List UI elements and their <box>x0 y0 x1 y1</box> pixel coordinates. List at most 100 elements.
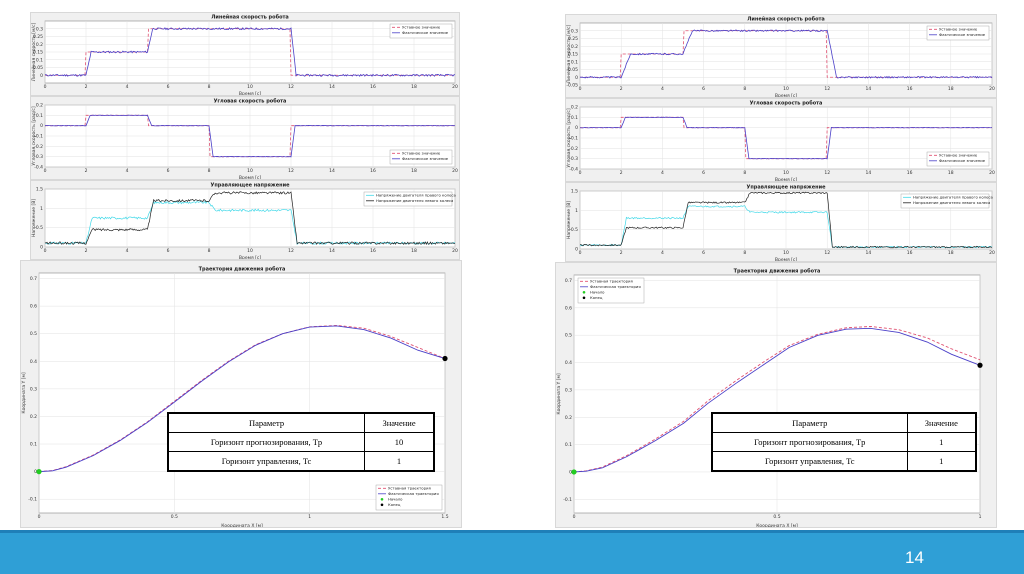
x-tick-label: 1.5 <box>441 514 448 520</box>
param-value-tc: 1 <box>364 451 436 472</box>
start-marker <box>571 469 577 475</box>
y-tick-label: 0.7 <box>30 276 37 282</box>
x-tick-label: 6 <box>702 86 705 92</box>
x-tick-label: 0.5 <box>171 514 178 520</box>
end-marker <box>977 362 983 368</box>
left-control-voltage-panel: 0 2 4 6 8 10 12 14 16 18 20 0 0.5 1 1.5 Управляющее нап… <box>30 180 460 260</box>
x-tick-label: 12 <box>824 170 830 176</box>
y-tick-label: 0.1 <box>36 113 43 119</box>
y-tick-label: 0.25 <box>33 34 43 40</box>
y-tick-label: 0.15 <box>568 52 578 58</box>
x-tick-label: 18 <box>411 248 417 254</box>
y-tick-label: 0.2 <box>565 415 572 421</box>
chart-title: Угловая скорость робота <box>214 98 287 105</box>
chart-title: Линейная скорость робота <box>211 14 289 21</box>
right-parameter-table: Параметр Значение Горизонт прогнозирован… <box>710 412 977 472</box>
series-right-motor-line <box>579 205 993 249</box>
y-tick-label: 0.5 <box>565 333 572 339</box>
x-tick-label: 14 <box>866 250 872 256</box>
x-tick-label: 8 <box>743 250 746 256</box>
plot-area <box>38 272 446 514</box>
param-value-tp: 10 <box>364 432 436 452</box>
x-tick-label: 20 <box>452 168 458 174</box>
x-tick-label: 20 <box>452 84 458 90</box>
y-axis-label: Напряжение [В] <box>31 199 37 237</box>
left-trajectory-panel: 0 0.5 1 1.5 -0.1 0 0.1 0.2 0.3 0.4 0.5 0.6 0.7 Траект… <box>20 260 462 528</box>
y-tick-label: 1 <box>40 206 43 212</box>
y-tick-label: -0.1 <box>34 134 43 140</box>
legend-entry: Фактическое значение <box>402 30 449 35</box>
x-tick-label: 6 <box>167 168 170 174</box>
x-tick-label: 16 <box>370 168 376 174</box>
x-tick-label: 20 <box>989 86 995 92</box>
legend-box <box>363 191 453 207</box>
series-actual-line <box>579 116 993 160</box>
y-tick-label: 0 <box>575 125 578 131</box>
x-tick-label: 6 <box>702 170 705 176</box>
y-axis-label: Напряжение [В] <box>566 201 572 239</box>
y-tick-label: 0.1 <box>30 442 37 448</box>
legend-entry: Напряжение двигателя левого колеса <box>913 200 990 205</box>
y-tick-label: 0 <box>569 469 572 475</box>
start-marker <box>36 469 42 475</box>
right-trajectory-chart: 0 0.5 1 -0.1 0 0.1 0.2 0.3 0.4 0.5 0.6 0.7 Траектори… <box>556 268 983 528</box>
x-tick-label: 14 <box>329 168 335 174</box>
table-header-row: Параметр Значение <box>167 412 436 433</box>
x-tick-label: 2 <box>620 86 623 92</box>
x-axis-label: Координата X [м] <box>756 523 798 528</box>
x-tick-label: 20 <box>989 170 995 176</box>
table-row: Горизонт прогнозирования, Tp 10 <box>167 432 436 452</box>
legend-marker <box>582 296 586 300</box>
legend-box <box>375 484 443 511</box>
chart-title: Линейная скорость робота <box>747 16 825 23</box>
right-trajectory-panel: 0 0.5 1 -0.1 0 0.1 0.2 0.3 0.4 0.5 0.6 0.7 Траектори… <box>555 262 997 528</box>
param-value-tp: 1 <box>906 432 977 452</box>
y-tick-label: 0.3 <box>36 26 43 32</box>
x-tick-label: 0 <box>579 86 582 92</box>
page-number: 14 <box>905 548 924 567</box>
x-tick-label: 4 <box>661 250 664 256</box>
legend-box <box>926 151 990 167</box>
x-tick-label: 14 <box>329 84 335 90</box>
x-tick-label: 4 <box>661 86 664 92</box>
y-tick-label: 0.5 <box>36 225 43 231</box>
y-axis-label: Угловая скорость [рад/с] <box>31 106 37 165</box>
legend-entry: Конец <box>388 502 401 507</box>
x-tick-label: 2 <box>620 250 623 256</box>
chart-title: Управляющее напряжение <box>747 185 827 191</box>
y-axis-label: Линейная скорость [м/с] <box>566 25 572 84</box>
y-tick-label: 1.5 <box>571 189 578 195</box>
legend-entry: Уставная траектория <box>388 486 431 491</box>
slide-footer <box>0 530 1024 574</box>
param-label-tp: Горизонт прогнозирования, Tp <box>710 432 908 452</box>
y-tick-label: -0.4 <box>34 165 43 171</box>
x-tick-label: 0 <box>573 514 576 520</box>
x-tick-label: 2 <box>85 84 88 90</box>
x-tick-label: 10 <box>783 250 789 256</box>
x-tick-label: 4 <box>126 168 129 174</box>
legend: Напряжение двигателя правого колесаНапря… <box>900 193 993 209</box>
x-tick-label: 2 <box>85 168 88 174</box>
y-tick-label: 0.05 <box>33 65 43 71</box>
legend-entry: Напряжение двигателя левого колеса <box>376 198 453 203</box>
x-tick-label: 18 <box>948 250 954 256</box>
y-tick-label: 0.2 <box>571 44 578 50</box>
chart-title: Траектория движения робота <box>199 266 286 273</box>
y-tick-label: 0.3 <box>565 387 572 393</box>
y-axis-label: Линейная скорость [м/с] <box>31 23 37 82</box>
param-label-tc: Горизонт управления, Tc <box>710 451 908 472</box>
x-tick-label: 0 <box>44 248 47 254</box>
y-tick-label: 0.15 <box>33 50 43 56</box>
y-tick-label: -0.1 <box>569 136 578 142</box>
legend-entry: Уставная траектория <box>590 279 633 284</box>
y-axis-label: Координата Y [м] <box>21 372 27 413</box>
y-tick-label: 0.25 <box>568 36 578 42</box>
legend-entry: Начало <box>388 497 403 502</box>
table-header-param: Параметр <box>710 412 908 433</box>
x-tick-label: 0.5 <box>773 514 780 520</box>
x-tick-label: 0 <box>38 514 41 520</box>
y-tick-label: 0.1 <box>36 57 43 63</box>
y-tick-label: 0.3 <box>30 386 37 392</box>
